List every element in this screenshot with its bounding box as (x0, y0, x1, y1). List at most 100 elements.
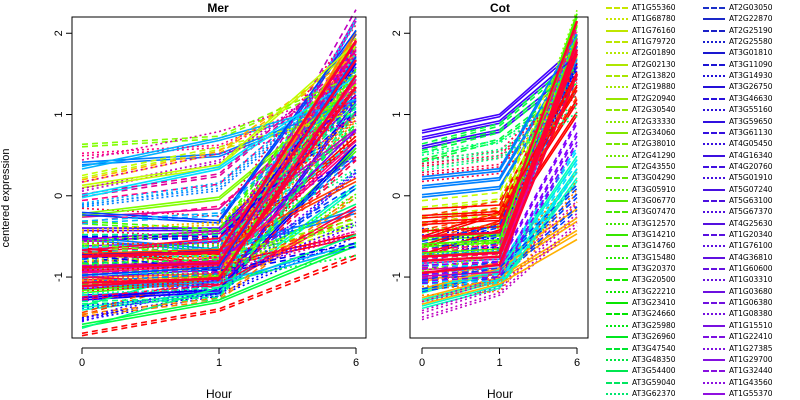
legend-swatch (703, 63, 725, 66)
series-line (421, 238, 578, 305)
legend-item: AT2G01890 (606, 47, 703, 58)
series-line (421, 225, 578, 321)
legend-label: AT2G02130 (632, 59, 676, 69)
legend-item: AT5G01910 (703, 172, 800, 183)
panel-title-mer: Mer (207, 1, 229, 15)
legend-item: AT2G38010 (606, 138, 703, 149)
legend-item: AT3G26750 (703, 81, 800, 92)
legend-label: AT1G03310 (729, 275, 773, 285)
legend-item: AT3G47540 (606, 343, 703, 354)
series-line (421, 35, 578, 254)
legend-swatch (606, 336, 628, 339)
legend-label: AT3G24660 (632, 309, 676, 319)
series-line (421, 168, 578, 301)
legend-item: AT1G55360 (606, 2, 703, 13)
legend-swatch (703, 86, 725, 89)
y-tick-label: 0 (391, 193, 403, 199)
series-line (81, 75, 357, 196)
legend-label: AT1G27385 (729, 343, 773, 353)
legend-swatch (606, 63, 628, 66)
series-line (421, 222, 578, 318)
legend-swatch (703, 358, 725, 361)
legend-swatch (703, 256, 725, 259)
legend-label: AT4G20760 (729, 161, 773, 171)
series-line (81, 242, 357, 272)
series-line (421, 184, 578, 275)
series-line (421, 103, 578, 183)
legend-swatch (606, 245, 628, 248)
legend-label: AT2G43550 (632, 161, 676, 171)
legend-item: AT1G68780 (606, 13, 703, 24)
x-tick-label: 1 (216, 357, 222, 369)
series-line (81, 55, 357, 240)
legend-item: AT2G02130 (606, 59, 703, 70)
series-line (421, 39, 578, 259)
legend-swatch (703, 336, 725, 339)
series-line (81, 120, 357, 263)
legend-label: AT3G23410 (632, 298, 676, 308)
series-line (81, 230, 357, 266)
legend-item: AT3G46630 (703, 93, 800, 104)
legend-item: AT2G20940 (606, 93, 703, 104)
legend-item: AT2G13820 (606, 70, 703, 81)
x-tick-label: 6 (353, 357, 359, 369)
legend-item: AT4G25630 (703, 218, 800, 229)
legend-swatch (703, 290, 725, 293)
legend-label: AT1G20340 (729, 230, 773, 239)
legend-item: AT2G33330 (606, 116, 703, 127)
legend-swatch (703, 165, 725, 168)
legend-item: AT3G25980 (606, 320, 703, 331)
panel-title-cot: Cot (490, 1, 510, 15)
legend-item: AT3G23410 (606, 297, 703, 308)
series-line (421, 112, 578, 169)
series-line (421, 78, 578, 165)
legend-swatch (606, 131, 628, 134)
legend-label: AT5G67370 (729, 207, 773, 217)
legend-item: AT2G22870 (703, 13, 800, 24)
legend-label: AT4G16340 (729, 150, 773, 160)
legend-item: AT3G62370 (606, 388, 703, 399)
legend-item: AT3G48350 (606, 354, 703, 365)
legend-label: AT5G63100 (729, 195, 773, 205)
series-line (81, 168, 357, 307)
legend-label: AT3G59040 (632, 377, 676, 387)
legend-swatch (703, 245, 725, 248)
legend-label: AT3G06770 (632, 195, 676, 205)
legend-label: AT3G26960 (632, 332, 676, 342)
series-line (81, 119, 357, 234)
legend-swatch (606, 109, 628, 112)
legend-swatch (703, 109, 725, 112)
legend-label: AT2G25190 (729, 25, 773, 35)
legend-label: AT1G76100 (729, 241, 773, 251)
series-line (81, 42, 357, 187)
legend-label: AT3G14210 (632, 230, 676, 239)
series-line (81, 83, 357, 215)
series-line (421, 63, 578, 249)
legend-item: AT3G06770 (606, 195, 703, 206)
series-line (81, 42, 357, 231)
series-line (81, 232, 357, 319)
legend-swatch (606, 18, 628, 21)
legend-label: AT3G14760 (632, 241, 676, 251)
legend-item: AT1G22410 (703, 331, 800, 342)
mer-series-lines (81, 9, 358, 337)
series-line (82, 123, 357, 247)
legend-swatch (703, 234, 725, 236)
series-line (81, 144, 357, 299)
series-line (421, 94, 578, 176)
series-line (421, 30, 578, 256)
panel-cot: Cot -1 0 1 2 0 1 6 Hour (391, 1, 589, 400)
legend-label: AT2G33330 (632, 116, 676, 126)
legend-label: AT1G15510 (729, 320, 773, 330)
legend-label: AT3G15480 (632, 252, 676, 262)
legend-swatch (606, 143, 628, 146)
legend-swatch (703, 392, 725, 395)
legend-swatch (606, 41, 628, 44)
series-line-highlight (81, 59, 357, 269)
legend-item: AT1G55370 (703, 388, 800, 399)
legend-swatch (606, 7, 628, 9)
series-line (81, 241, 357, 326)
legend-label: AT1G76160 (632, 25, 676, 35)
legend-label: AT3G54400 (632, 366, 676, 376)
legend-swatch (606, 120, 628, 123)
